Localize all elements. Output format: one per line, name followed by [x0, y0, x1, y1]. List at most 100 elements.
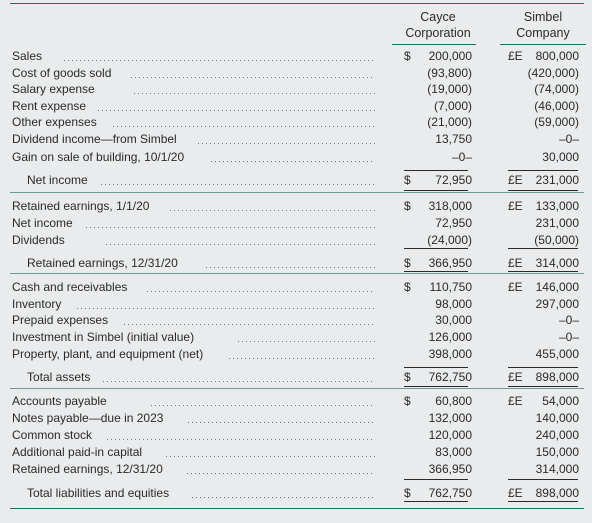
- simbel-value: 240,000: [535, 428, 579, 442]
- table-row: Additional paid-in capital 83,000 150,000: [0, 444, 592, 460]
- row-label: Rent expense: [12, 99, 87, 113]
- total-rule: [404, 248, 468, 249]
- column-header-cayce-line2: Corporation: [405, 26, 471, 40]
- simbel-value: 140,000: [535, 411, 579, 425]
- total-rule: [508, 190, 578, 191]
- simbel-value: 133,000: [535, 199, 579, 213]
- row-label: Cost of goods sold: [12, 66, 112, 80]
- currency-symbol: $: [404, 486, 411, 500]
- currency-symbol: $: [404, 49, 411, 63]
- total-rule: [508, 248, 578, 249]
- total-rule: [404, 479, 468, 480]
- table-row: Property, plant, and equipment (net) 398,…: [0, 346, 592, 362]
- total-rule: [508, 501, 578, 502]
- total-rule: [508, 271, 578, 272]
- total-rule: [508, 479, 578, 480]
- dot-leader: [229, 358, 375, 359]
- row-label: Notes payable—due in 2023: [12, 411, 164, 425]
- cayce-value: –0–: [451, 150, 472, 164]
- simbel-value: 898,000: [535, 370, 579, 384]
- row-label: Prepaid expenses: [12, 313, 109, 327]
- row-label: Retained earnings, 1/1/20: [12, 199, 150, 213]
- currency-symbol: $: [404, 370, 411, 384]
- dot-leader: [147, 291, 375, 292]
- table-row: Other expenses (21,000) (59,000): [0, 114, 592, 130]
- currency-symbol: £E: [508, 394, 523, 408]
- simbel-value: 314,000: [535, 256, 579, 270]
- table-row: Net income 72,950 231,000: [0, 215, 592, 231]
- cayce-value: 110,750: [429, 280, 473, 294]
- dot-leader: [103, 381, 375, 382]
- table-row: Notes payable—due in 2023 132,000 140,000: [0, 410, 592, 426]
- cayce-value: 83,000: [435, 445, 472, 459]
- simbel-value: (420,000): [527, 66, 579, 80]
- row-label: Dividends: [12, 233, 65, 247]
- cayce-value: 72,950: [435, 173, 472, 187]
- table-row: Retained earnings, 12/31/20 366,950 314,00…: [0, 461, 592, 477]
- total-rule: [508, 386, 578, 387]
- dot-leader: [192, 497, 375, 498]
- currency-symbol: £E: [508, 256, 523, 270]
- row-label: Retained earnings, 12/31/20: [12, 462, 163, 476]
- simbel-value: 314,000: [535, 462, 579, 476]
- total-rule: [508, 367, 578, 368]
- dot-leader: [134, 93, 375, 94]
- table-row: Dividends (24,000) (50,000): [0, 232, 592, 248]
- cayce-value: 200,000: [428, 49, 472, 63]
- total-rule: [404, 271, 468, 272]
- cayce-value: 318,000: [428, 199, 472, 213]
- cayce-value: 60,800: [435, 394, 472, 408]
- total-rule: [404, 190, 468, 191]
- dot-leader: [131, 77, 375, 78]
- column-header-cayce-line1: Cayce: [420, 10, 456, 24]
- simbel-value: 231,000: [535, 173, 579, 187]
- dot-leader: [211, 161, 375, 162]
- cayce-value: 13,750: [435, 132, 472, 146]
- section-divider: [10, 192, 584, 193]
- row-label: Net income: [12, 216, 73, 230]
- header-underline: [500, 44, 586, 45]
- currency-symbol: £E: [508, 280, 523, 294]
- dot-leader: [198, 143, 375, 144]
- row-label: Cash and receivables: [12, 280, 128, 294]
- dot-leader: [77, 308, 375, 309]
- currency-symbol: $: [404, 280, 411, 294]
- table-row: Total liabilities and equities $762,750 £E…: [0, 485, 592, 501]
- row-label: Other expenses: [12, 115, 97, 129]
- table-row: Rent expense (7,000) (46,000): [0, 98, 592, 114]
- total-rule: [404, 501, 468, 502]
- currency-symbol: $: [404, 394, 411, 408]
- dot-leader: [113, 126, 375, 127]
- dot-leader: [188, 422, 375, 423]
- dot-leader: [206, 267, 375, 268]
- cayce-value: (19,000): [427, 82, 472, 96]
- row-label: Gain on sale of building, 10/1/20: [12, 150, 185, 164]
- table-row: Cost of goods sold (93,800) (420,000): [0, 65, 592, 81]
- simbel-value: (50,000): [534, 233, 579, 247]
- simbel-value: 231,000: [535, 216, 579, 230]
- cayce-value: 132,000: [428, 411, 472, 425]
- dot-leader: [170, 210, 375, 211]
- dot-leader: [98, 110, 375, 111]
- table-row: Dividend income—from Simbel 13,750 –0–: [0, 131, 592, 147]
- currency-symbol: £E: [508, 486, 523, 500]
- row-label: Total assets: [27, 370, 91, 384]
- header-underline: [392, 44, 476, 45]
- table-row: Gain on sale of building, 10/1/20 –0– 30,0…: [0, 149, 592, 165]
- bottom-border: [10, 508, 584, 509]
- simbel-value: (59,000): [534, 115, 579, 129]
- dot-leader: [166, 456, 375, 457]
- simbel-value: –0–: [558, 313, 579, 327]
- cayce-value: 126,000: [428, 330, 472, 344]
- simbel-value: (74,000): [534, 82, 579, 96]
- row-label: Total liabilities and equities: [27, 486, 170, 500]
- simbel-value: –0–: [558, 132, 579, 146]
- total-rule: [404, 386, 468, 387]
- table-row: Retained earnings, 1/1/20 $318,000 £E 133,0…: [0, 198, 592, 214]
- cayce-value: (24,000): [427, 233, 472, 247]
- row-label: Sales: [12, 49, 43, 63]
- table-row: Retained earnings, 12/31/20 $366,950 £E 314…: [0, 255, 592, 271]
- table-row: Cash and receivables $110,750 £E 146,000: [0, 279, 592, 295]
- total-rule: [404, 367, 468, 368]
- cayce-value: 98,000: [435, 297, 472, 311]
